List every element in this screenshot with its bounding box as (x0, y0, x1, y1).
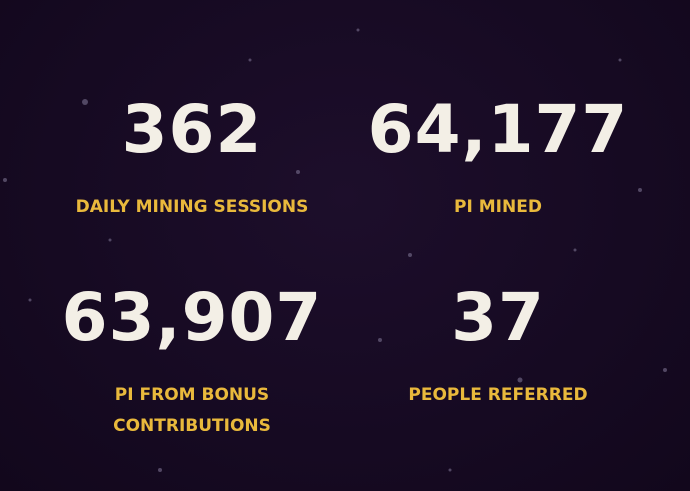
star (663, 368, 667, 372)
star (82, 99, 88, 105)
stat-value: 64,177 (367, 91, 629, 168)
stat-label: PI MINED (454, 197, 542, 217)
star (618, 58, 622, 62)
star (638, 188, 642, 192)
star (378, 338, 382, 342)
star (573, 248, 577, 252)
star (517, 377, 523, 383)
stat: 362 DAILY MINING SESSIONS (42, 90, 342, 223)
stat-value: 63,907 (61, 279, 323, 356)
star (448, 468, 452, 472)
star (198, 148, 202, 152)
stat-label: PI FROM BONUS CONTRIBUTIONS (113, 385, 271, 436)
stat-label: DAILY MINING SESSIONS (75, 197, 309, 217)
stat-value: 37 (451, 279, 545, 356)
star (408, 253, 412, 257)
star (3, 178, 7, 182)
stat: 64,177 PI MINED (348, 90, 648, 223)
star (28, 298, 32, 302)
stat-value: 362 (121, 91, 263, 168)
star (248, 58, 252, 62)
stat: 63,907 PI FROM BONUS CONTRIBUTIONS (42, 278, 342, 442)
star (356, 28, 360, 32)
stat-label: PEOPLE REFERRED (408, 385, 588, 405)
stat: 37 PEOPLE REFERRED (348, 278, 648, 411)
star (158, 468, 162, 472)
star (296, 170, 300, 174)
star (108, 238, 112, 242)
